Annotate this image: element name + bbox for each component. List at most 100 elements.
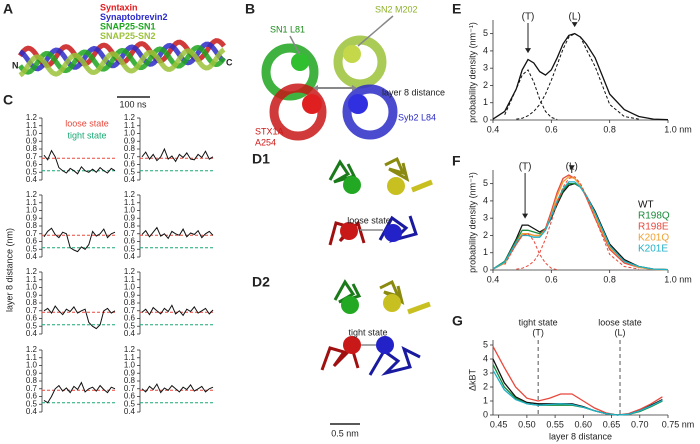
y-tick-label: 1 [483,97,488,107]
y-tick-label: 1.2 [124,190,136,199]
trace [43,381,116,404]
y-tick-label: 0.7 [124,229,136,238]
y-tick-label: 1 [483,395,488,405]
trace [43,149,116,175]
y-tick-label: 0.6 [26,392,38,401]
y-tick-label: 2 [483,80,488,90]
panel-label: A [3,1,13,17]
y-tick-label: 2 [483,230,488,240]
y-tick-label: 3 [483,63,488,73]
y-tick-label: 0 [483,409,488,419]
trace [141,383,214,394]
d2-structure [320,279,431,425]
y-tick-label: 1.2 [124,345,136,354]
y-tick-label: 0.8 [124,376,136,385]
y-tick-label: 5 [483,28,488,38]
peak-label: (L) [569,12,581,23]
y-tick-label: 0.8 [124,144,136,153]
y-tick-label: 0.8 [26,298,38,307]
reference-label: loose state [65,118,109,128]
y-axis-label: probability density (nm⁻¹) [467,172,477,273]
x-tick-label: 0.65 [603,419,621,429]
y-axis-label: ΔkBT [467,368,477,391]
y-tick-label: 1.2 [26,190,38,199]
panel-label: C [3,92,13,108]
y-tick-label: 0.6 [26,314,38,323]
y-tick-label: 0.7 [124,306,136,315]
y-tick-label: 0.5 [26,167,38,176]
y-tick-label: 0.7 [26,152,38,161]
residue-label: Syb2 L84 [398,112,436,122]
trace [43,227,116,253]
curve [492,182,669,271]
y-tick-label: 0.9 [26,136,38,145]
y-tick-label: 0.9 [26,290,38,299]
y-tick-label: 1.1 [124,121,136,130]
y-axis-label: probability density (nm⁻¹) [467,22,477,123]
curve [492,181,669,271]
x-tick-label: 0.6 [545,274,558,284]
d1-structure [328,156,433,246]
y-tick-label: 1.2 [124,267,136,276]
y-tick-label: 0 [483,114,488,124]
distance-label: layer 8 distance [382,87,445,97]
x-tick-label: 0.8 [603,124,616,134]
trace [43,305,116,330]
y-tick-label: 1.0 [26,206,38,215]
y-tick-label: 1.2 [26,345,38,354]
state-label: loose state [347,215,391,225]
y-tick-label: 1.0 [26,361,38,370]
panel-label: E [452,1,461,17]
y-tick-label: 0.6 [124,392,136,401]
y-tick-label: 1.0 [124,129,136,138]
y-tick-label: 0.9 [124,368,136,377]
x-tick-label: 0.4 [487,274,500,284]
panel-label: F [452,153,461,169]
fit-curve [516,33,639,120]
residue-label: SN1 L81 [270,24,305,34]
residue-label: SN2 M202 [375,4,418,14]
scale-bar-label: 0.5 nm [331,428,359,438]
panel-label: G [452,313,463,329]
y-tick-label: 0.8 [26,144,38,153]
y-axis-label: layer 8 distance (nm) [4,228,14,312]
y-tick-label: 0.4 [124,329,136,338]
y-tick-label: 0.4 [124,407,136,416]
y-tick-label: 0.7 [26,384,38,393]
scale-bar-label: 100 ns [119,99,147,109]
y-tick-label: 0.9 [26,368,38,377]
y-tick-label: 0.4 [26,252,38,261]
y-tick-label: 0.8 [26,376,38,385]
curve [492,32,669,121]
x-tick-label: 0.8 [603,274,616,284]
arrow-head [571,22,578,28]
terminus-label: C [226,57,233,67]
legend-entry: Syntaxin [100,2,138,12]
y-tick-label: 4 [483,195,488,205]
y-tick-label: 1.0 [124,206,136,215]
y-tick-label: 0.6 [124,314,136,323]
legend-entry: K201Q [638,233,669,244]
x-tick-label: 0.45 [490,419,508,429]
y-tick-label: 0.7 [26,306,38,315]
y-tick-label: 4 [483,45,488,55]
trace [141,304,214,317]
x-axis-label: layer 8 distance [549,431,612,441]
y-tick-label: 3 [483,213,488,223]
x-tick-label: 0.75 nm [662,419,695,429]
legend-entry: R198Q [638,211,670,222]
state-sublabel: (T) [532,327,544,337]
y-tick-label: 1.1 [124,353,136,362]
y-tick-label: 1 [483,247,488,257]
peak-label: (T) [519,162,532,173]
y-tick-label: 1.2 [26,113,38,122]
state-sublabel: (L) [615,327,626,337]
y-tick-label: 1.1 [124,198,136,207]
x-tick-label: 0.6 [545,124,558,134]
y-tick-label: 0.9 [124,213,136,222]
residue-label: A254 [255,137,276,147]
fit-curve [516,176,639,270]
fit-curve [504,69,558,120]
b-structure [261,15,398,141]
y-tick-label: 0.6 [26,237,38,246]
